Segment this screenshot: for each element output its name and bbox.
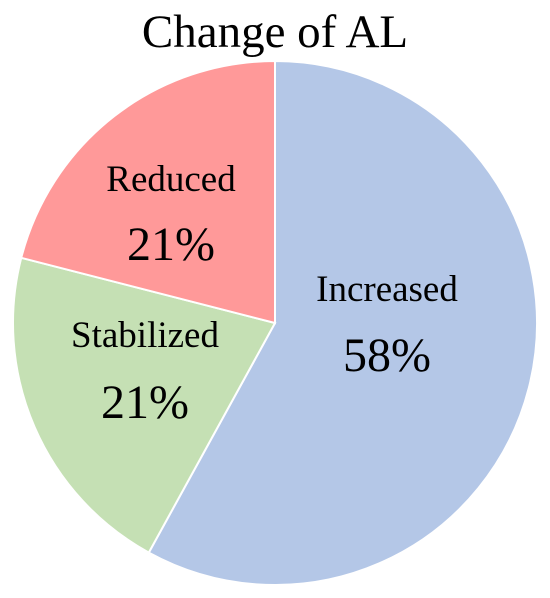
slice-label-reduced: Reduced — [106, 159, 236, 200]
slice-value-reduced: 21% — [127, 218, 215, 271]
chart-title: Change of AL — [141, 6, 409, 58]
pie-slice-reduced — [20, 59, 276, 325]
slice-value-increased: 58% — [343, 329, 431, 382]
slice-value-stabilized: 21% — [101, 376, 189, 429]
slice-label-stabilized: Stabilized — [71, 315, 219, 356]
pie-slice-stabilized — [11, 256, 277, 554]
slice-label-increased: Increased — [316, 269, 458, 310]
pie-slice-increased — [147, 59, 538, 586]
